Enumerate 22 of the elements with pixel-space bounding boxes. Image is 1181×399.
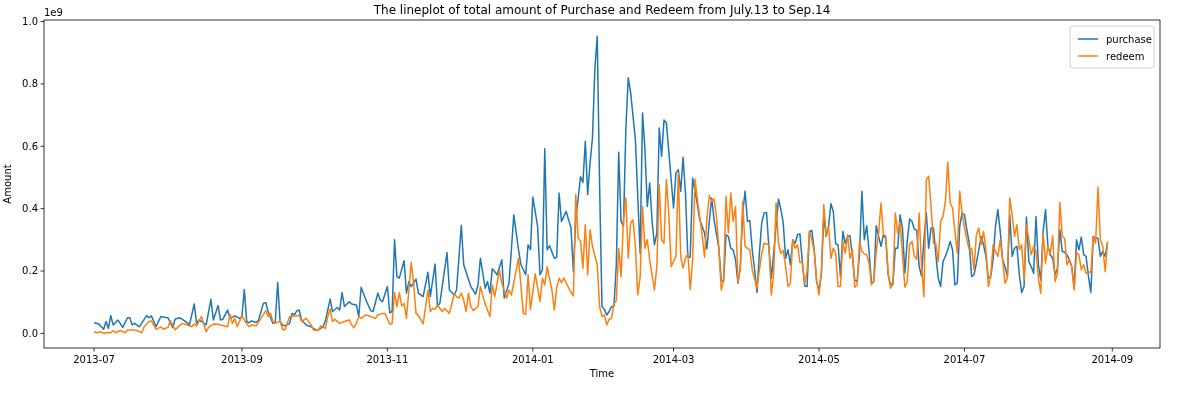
line-series xyxy=(93,161,1109,335)
y-axis-title: Amount xyxy=(2,164,13,204)
text: 1e9 xyxy=(44,7,63,18)
x-tick-label: 2014-07 xyxy=(943,354,986,365)
y-tick-label: 1.0 xyxy=(22,16,38,28)
chart-title: The lineplot of total amount of Purchase and Redeem from July.13 to Sep.14 xyxy=(372,3,831,17)
x-tick-label: 2013-09 xyxy=(221,354,263,365)
y-tick-label: 0.0 xyxy=(22,327,38,339)
legend-label: redeem xyxy=(1106,51,1145,62)
x-tick-label: 2014-01 xyxy=(511,354,554,365)
x-tick-label: 2014-03 xyxy=(652,354,695,365)
x-axis-title: Time xyxy=(588,368,615,379)
y-tick-label: 0.8 xyxy=(22,78,38,90)
x-tick-label: 2013-07 xyxy=(73,354,115,365)
x-tick-label: 2014-09 xyxy=(1091,354,1134,365)
x-tick-label: 2013-11 xyxy=(366,354,409,365)
y-tick-label: 0.4 xyxy=(22,203,38,215)
y-tick-label: 0.2 xyxy=(22,265,38,277)
x-tick-label: 2014-05 xyxy=(798,354,840,365)
y-tick-label: 0.6 xyxy=(22,140,38,152)
line-series xyxy=(93,35,1109,331)
legend-label: purchase xyxy=(1106,34,1152,45)
